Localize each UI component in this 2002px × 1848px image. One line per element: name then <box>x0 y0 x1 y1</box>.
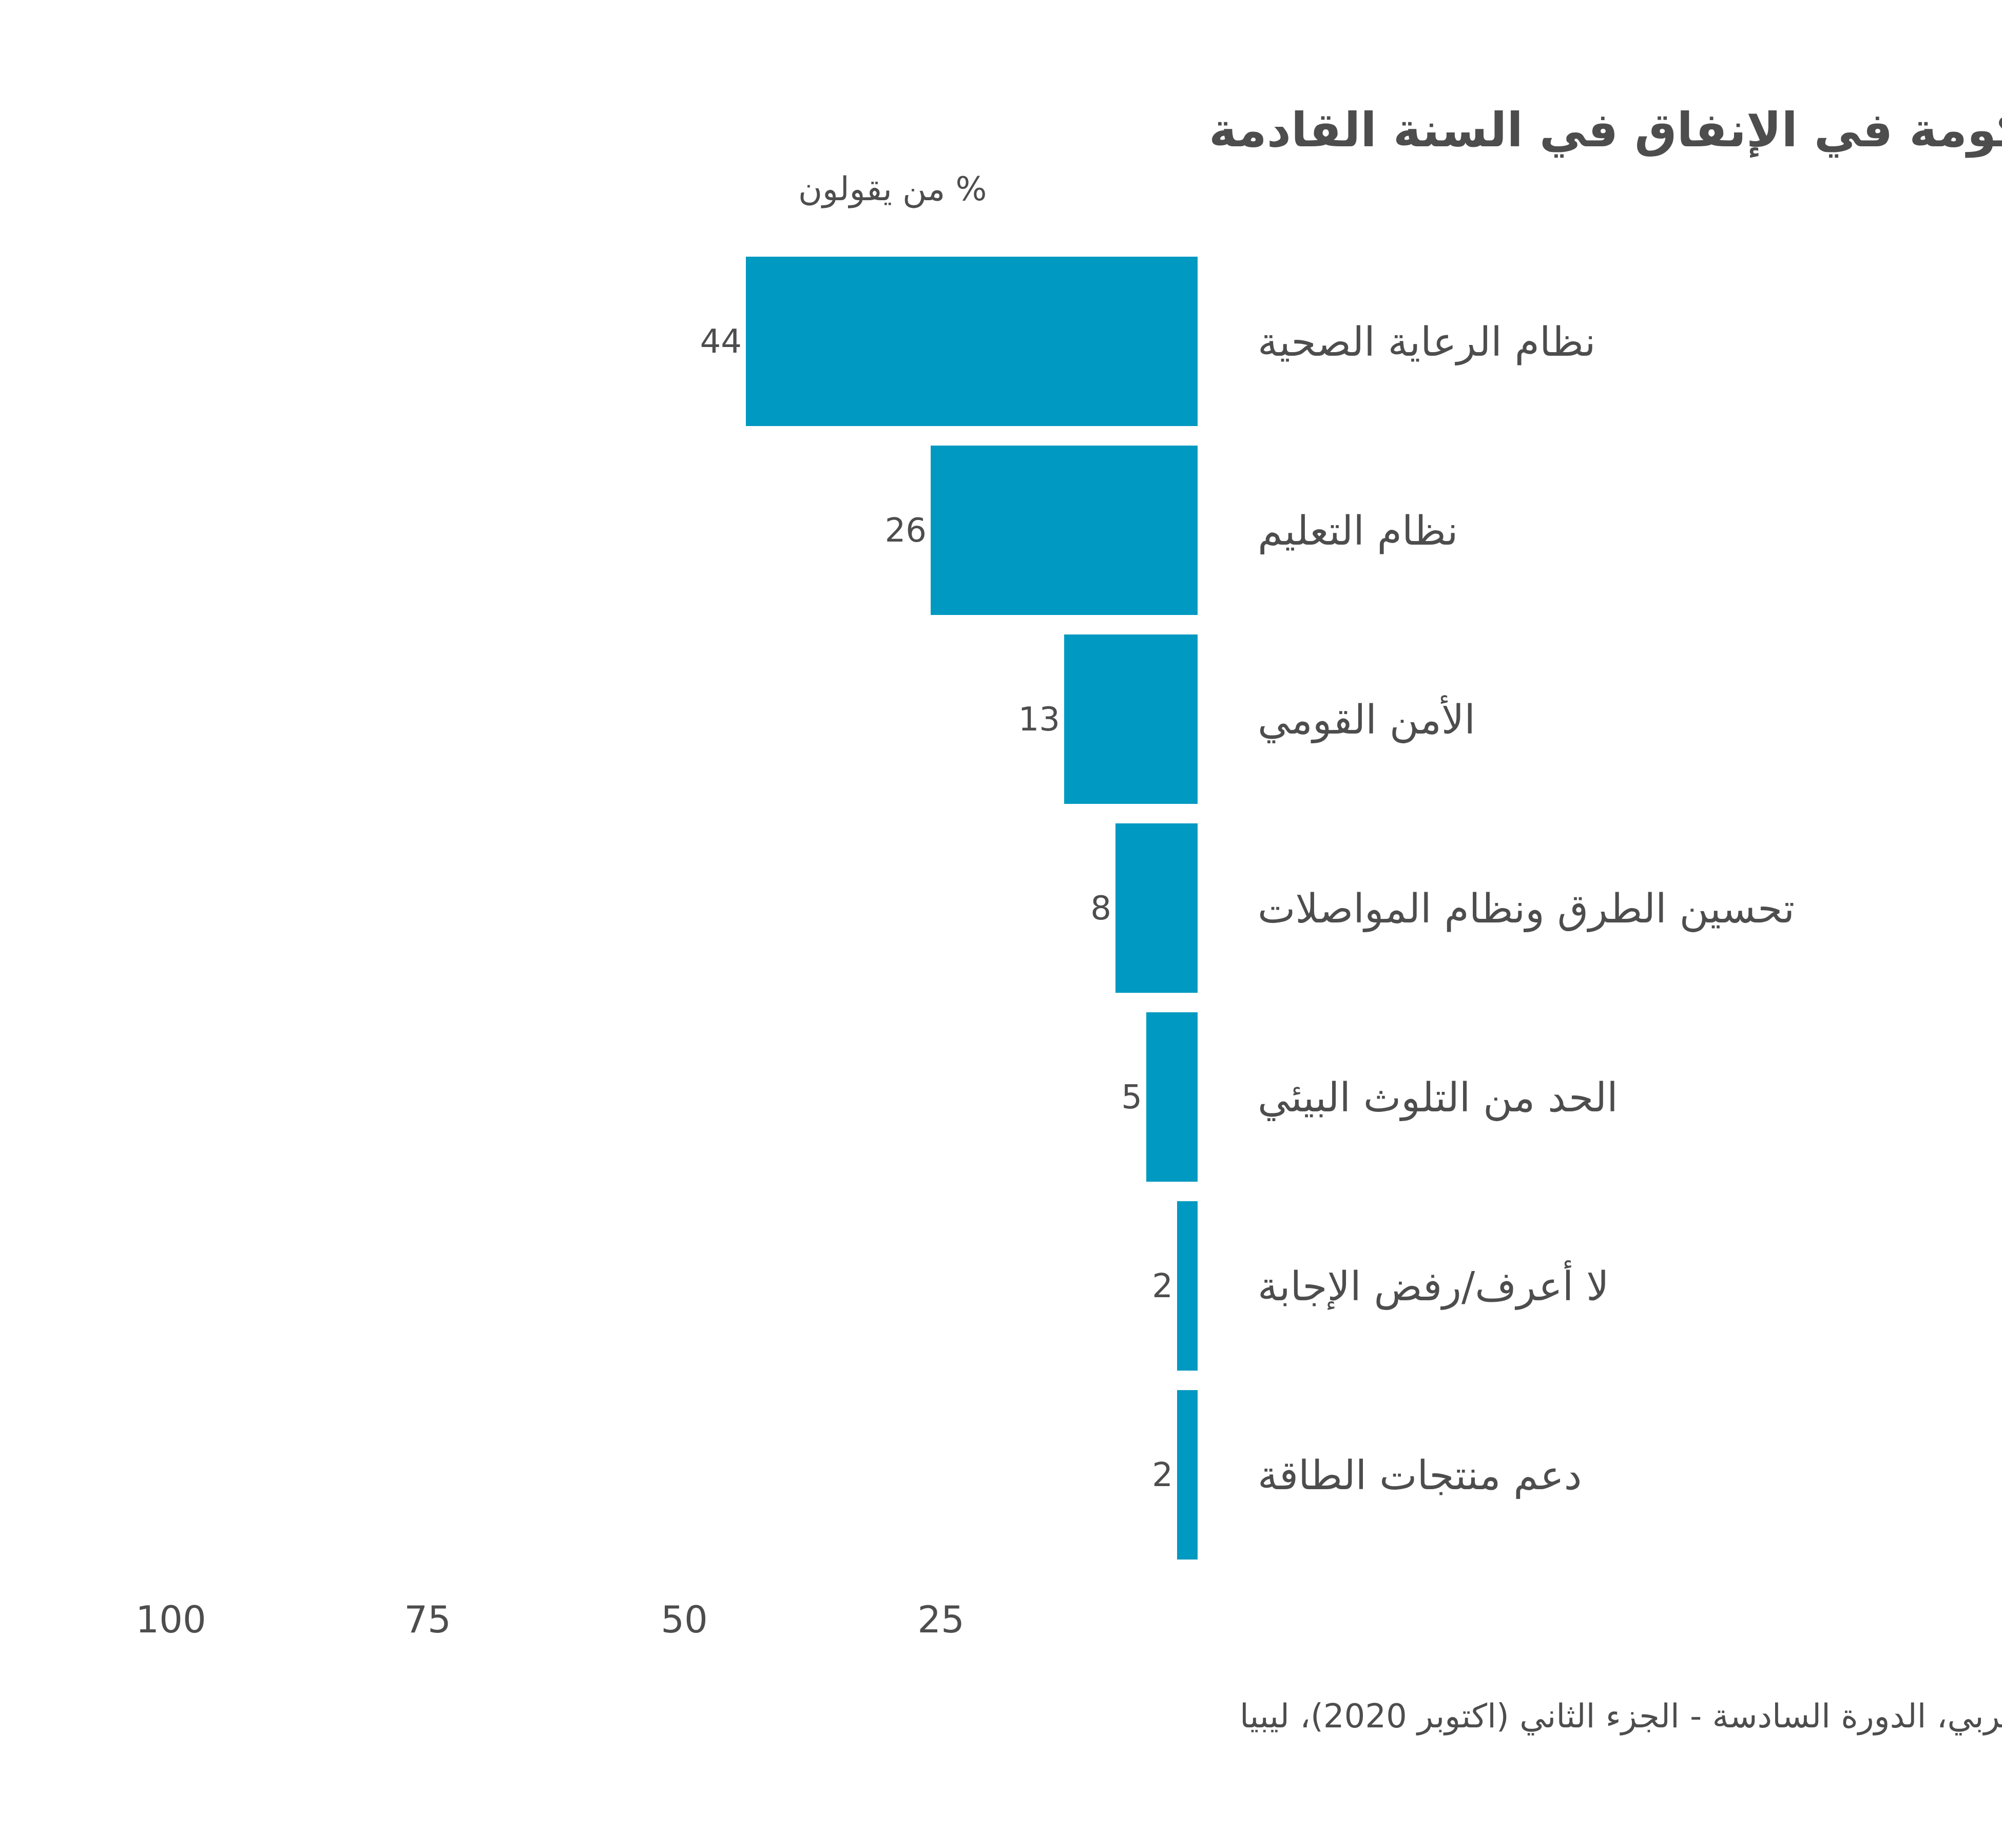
bar <box>1177 1390 1198 1560</box>
bar-value-label: 44 <box>700 323 742 361</box>
bar <box>1115 823 1198 993</box>
category-label: نظام الرعاية الصحية <box>1258 319 1595 366</box>
bar-value-label: 8 <box>1090 890 1111 928</box>
bar <box>1064 634 1198 804</box>
category-label: دعم منتجات الطاقة <box>1258 1453 1582 1499</box>
bar-value-label: 5 <box>1121 1079 1142 1116</box>
category-label: الأمن القومي <box>1258 696 1475 744</box>
chart-title: أولوية الحكومة في الإنفاق في السنة القاد… <box>1209 99 2002 158</box>
bar <box>931 446 1198 615</box>
bar-value-label: 26 <box>885 512 927 550</box>
bar-value-label: 13 <box>1018 701 1060 739</box>
bar <box>1146 1012 1198 1182</box>
x-tick-label: 75 <box>404 1598 451 1641</box>
bar-value-label: 2 <box>1152 1267 1173 1305</box>
x-axis-ticks: 100 75 50 25 <box>136 1598 965 1641</box>
bar <box>746 257 1198 426</box>
x-tick-label: 25 <box>917 1598 965 1641</box>
category-label: لا أعرف/رفض الإجابة <box>1258 1260 1609 1311</box>
x-tick-label: 50 <box>661 1598 708 1641</box>
category-label: نظام التعليم <box>1258 508 1458 554</box>
chart-subtitle: % من يقولون <box>798 170 987 208</box>
category-label: تحسين الطرق ونظام المواصلات <box>1258 886 1795 933</box>
x-tick-label: 100 <box>136 1598 206 1641</box>
bars-group: 44 نظام الرعاية الصحية 26 نظام التعليم 13 الأ… <box>700 257 1795 1560</box>
category-label: الحد من التلوث البيئي <box>1258 1075 1618 1122</box>
source-note: الباروميتر العربي، الدورة السادسة - الجز… <box>1240 1698 2002 1736</box>
bar-value-label: 2 <box>1152 1456 1173 1494</box>
bar <box>1177 1201 1198 1371</box>
